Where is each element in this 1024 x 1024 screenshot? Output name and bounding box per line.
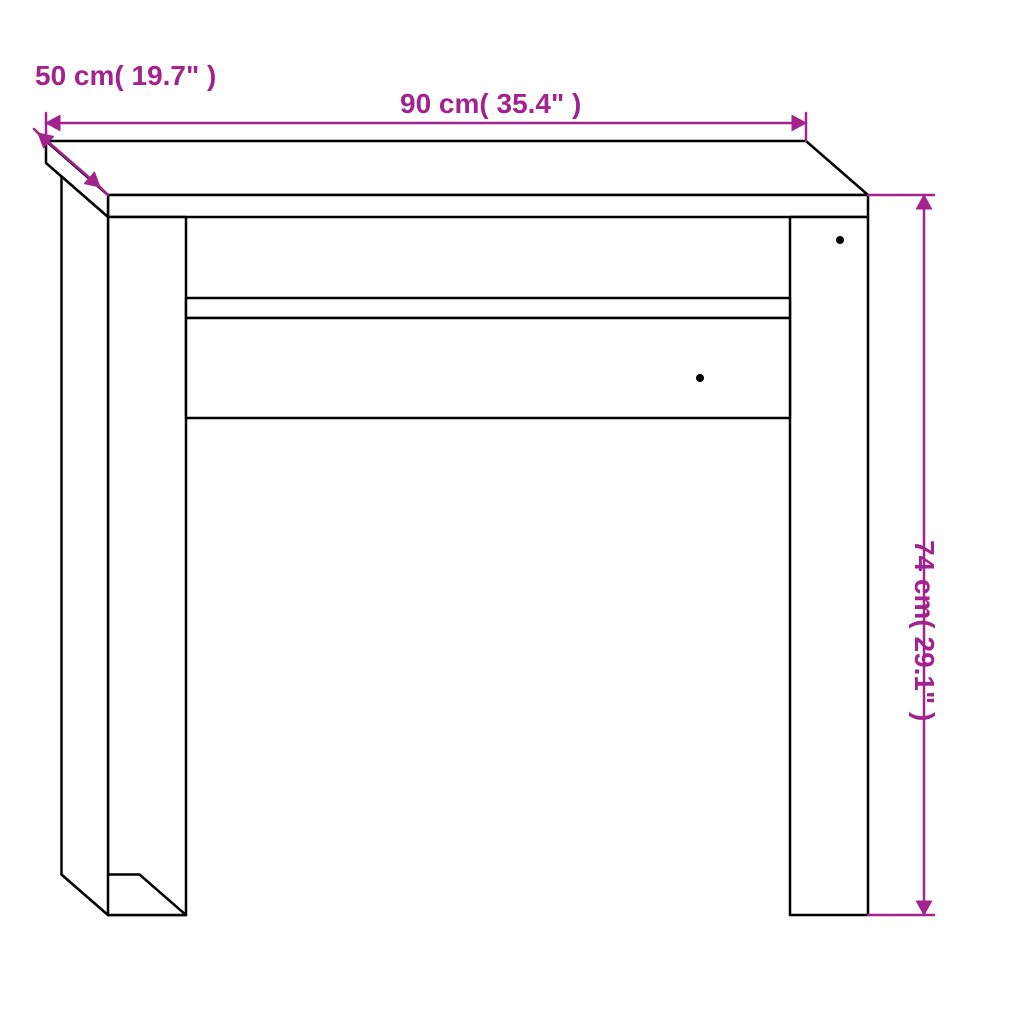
dimension-label-height: 74 cm( 29.1" ) (908, 540, 940, 721)
diagram-svg (0, 0, 1024, 1024)
diagram-stage: 50 cm( 19.7" ) 90 cm( 35.4" ) 74 cm( 29.… (0, 0, 1024, 1024)
dimension-label-depth: 50 cm( 19.7" ) (35, 60, 216, 92)
dimension-label-width: 90 cm( 35.4" ) (400, 88, 581, 120)
